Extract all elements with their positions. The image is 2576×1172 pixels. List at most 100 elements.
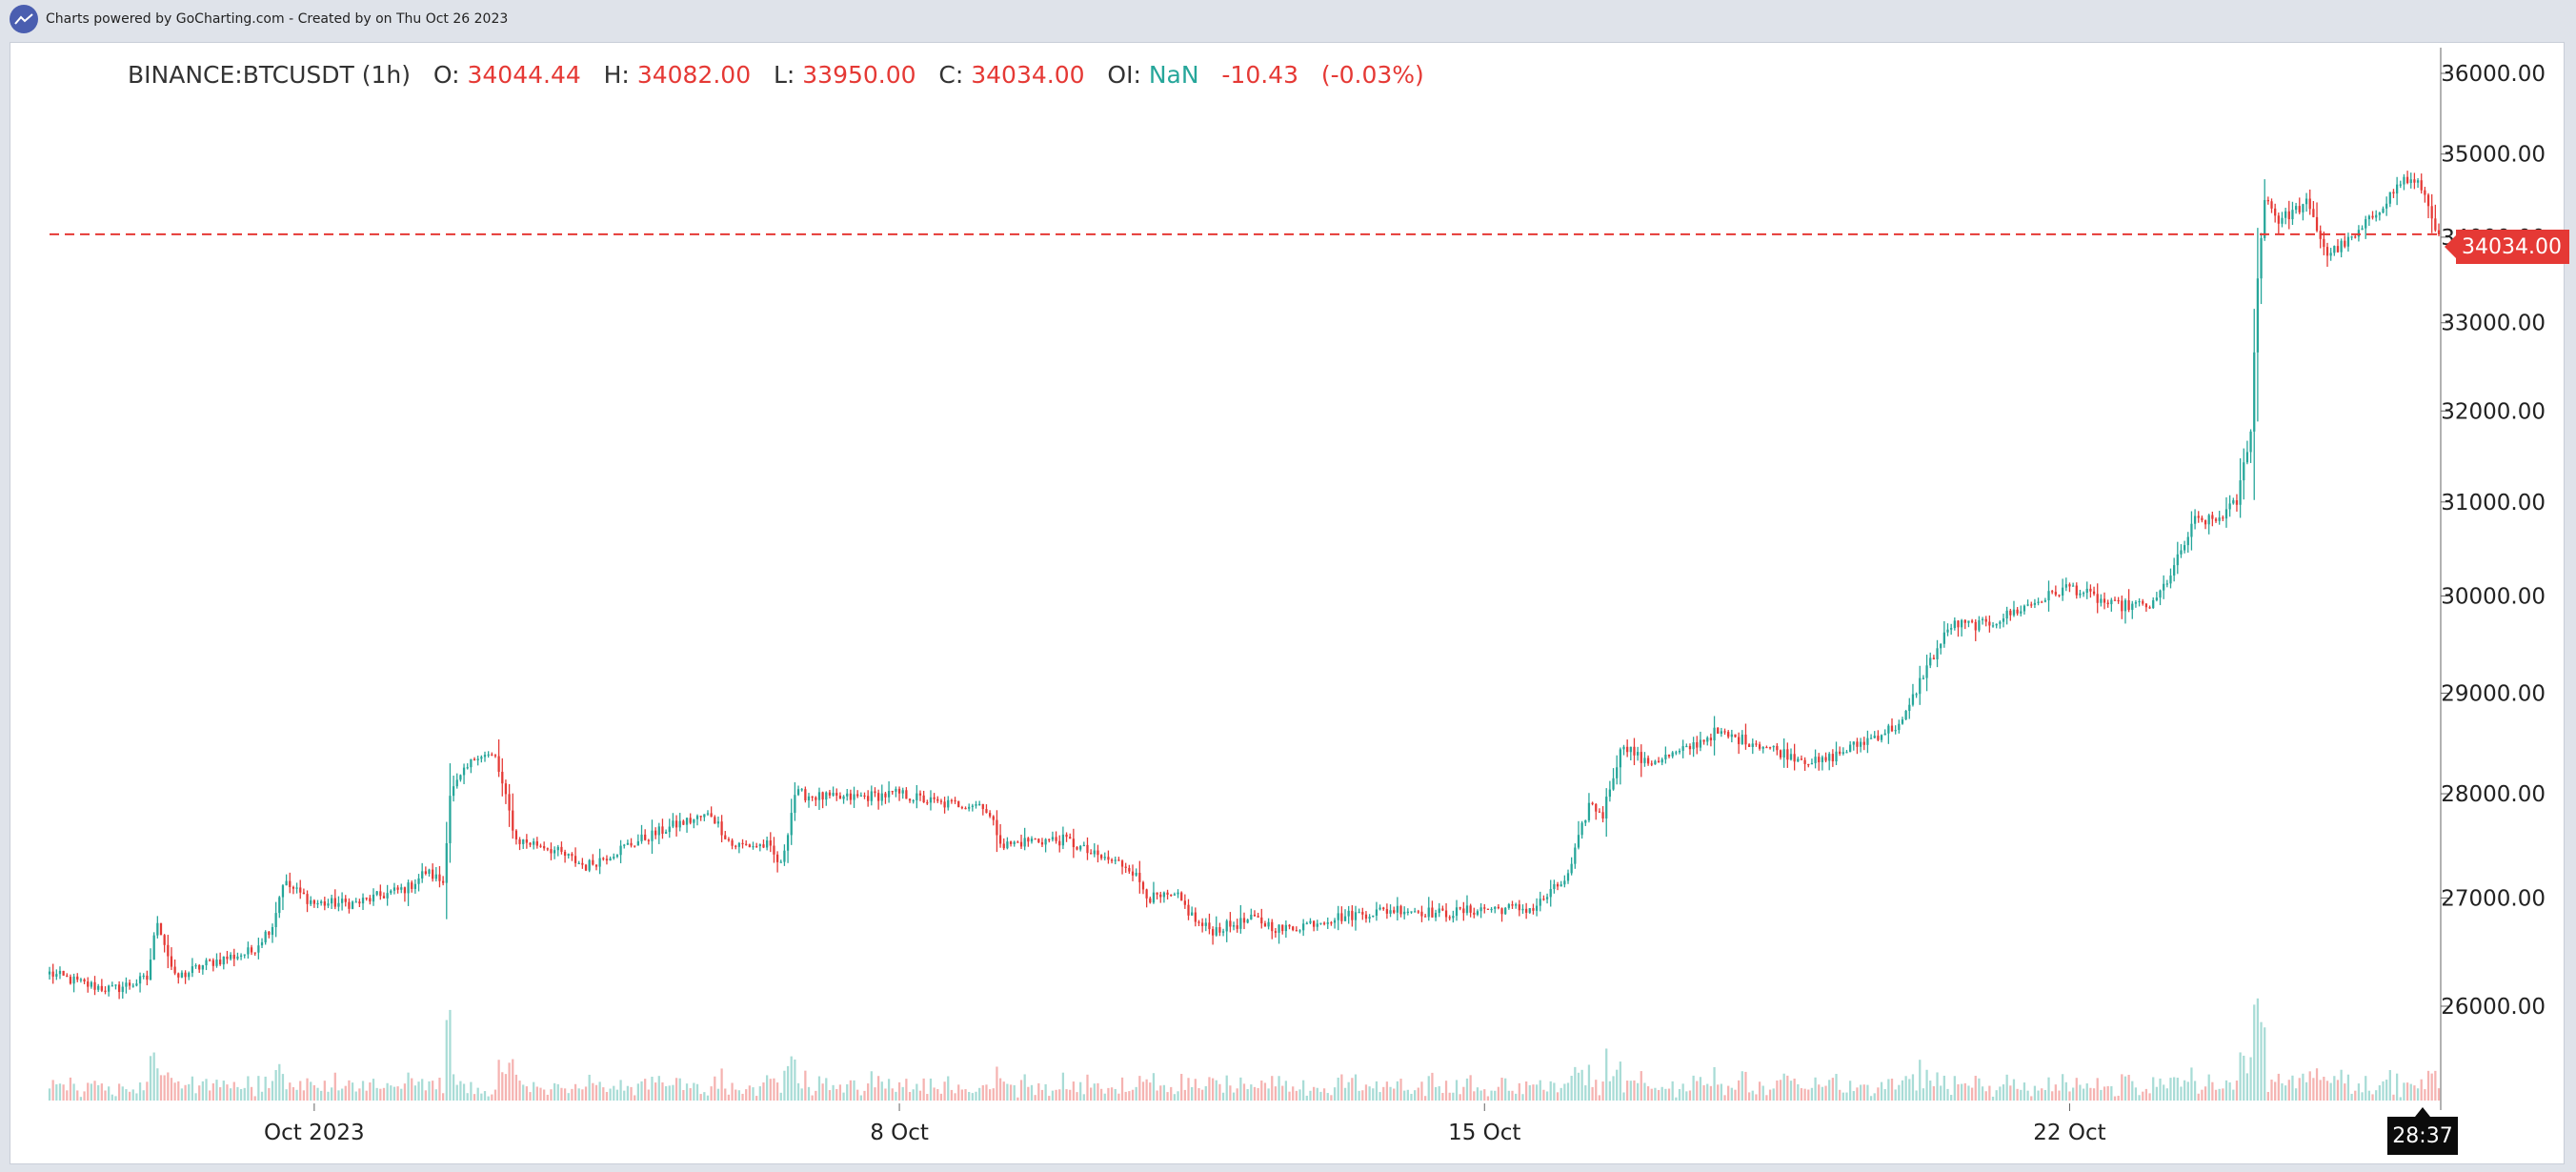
volume-bar [2420,1079,2423,1101]
candle-body [1250,914,1253,920]
candle-body [615,855,619,858]
volume-bar [2239,1052,2242,1101]
volume-bar [1946,1088,1949,1101]
volume-bar [786,1065,790,1101]
candle-body [769,840,772,846]
volume-bar [998,1078,1002,1101]
y-tick-label: 26000.00 [2441,995,2546,1020]
volume-bar [609,1088,612,1101]
candle-body [556,846,559,851]
candle-body [2142,600,2144,604]
volume-bar [250,1086,253,1101]
volume-bar [1619,1061,1621,1101]
volume-bar [1250,1084,1253,1101]
candle-body [1191,912,1194,916]
candle-body [594,864,598,867]
candle-body [1065,834,1068,838]
volume-bar [1574,1066,1577,1101]
volume-bar [2395,1073,2399,1101]
candle-body [706,813,710,815]
volume-bar [1765,1095,1768,1101]
candle-body [274,913,277,927]
volume-bar [2121,1074,2123,1101]
candle-body [459,775,462,780]
volume-bar [1107,1087,1110,1101]
candle-body [264,931,267,942]
volume-bar [644,1079,647,1101]
candle-body [323,901,326,906]
candle-body [1675,752,1678,754]
volume-bar [856,1089,859,1101]
candle-body [1500,908,1503,915]
candle-body [1521,908,1524,911]
volume-bar [1738,1080,1741,1101]
candle-body [2239,480,2242,505]
candle-body [1302,923,1305,931]
candle-body [1699,739,1702,748]
candle-body [434,874,437,879]
legend-close-value: 34034.00 [971,61,1085,89]
candle-body [1263,923,1267,927]
volume-bar [960,1089,963,1101]
candle-body [1839,751,1841,754]
candle-body [1027,838,1030,842]
candle-body [1149,898,1152,903]
candle-body [1911,694,1915,705]
volume-bar [2207,1074,2210,1101]
candle-body [815,797,817,800]
volume-bar [1229,1085,1232,1101]
volume-bar [2346,1074,2350,1101]
candle-body [804,789,807,801]
candle-body [1204,922,1207,926]
volume-bar [880,1081,883,1101]
candle-body [1069,837,1072,839]
candle-body [1438,908,1440,914]
volume-bar [2424,1089,2426,1101]
volume-bar [66,1090,69,1101]
volume-bar [413,1085,417,1101]
volume-bar [125,1089,128,1101]
candle-body [1650,763,1653,765]
candle-body [483,755,487,758]
volume-bar [1643,1082,1646,1101]
volume-bar [1406,1089,1409,1101]
candle-body [1358,912,1360,914]
candle-body [2232,500,2235,504]
x-tick-label: 8 Oct [870,1121,929,1145]
candle-body [1950,628,1953,630]
candle-body [386,893,389,899]
trend-line-icon[interactable] [10,5,38,33]
volume-bar [1650,1088,1653,1101]
candle-body [2002,618,2005,622]
volume-bar [1486,1096,1490,1101]
candle-body [1448,917,1451,919]
volume-bar [2023,1082,2026,1101]
candle-body [1462,908,1465,914]
candle-body [1758,744,1761,749]
candle-body [1883,733,1886,736]
candle-body [2201,517,2204,521]
legend-high-label: H: [603,61,630,89]
candle-body [1709,738,1713,740]
volume-bar [2235,1081,2239,1101]
candle-body [1511,904,1514,906]
candle-body [2041,601,2043,603]
candle-body [2176,554,2179,566]
candle-body [1117,859,1120,861]
volume-bar [1410,1093,1413,1101]
volume-bar [1427,1076,1430,1101]
candle-body [933,797,936,799]
volume-bar [1361,1090,1364,1101]
volume-bar [936,1088,939,1101]
candle-body [2375,214,2378,218]
volume-bar [1260,1080,1263,1101]
candle-body [2346,236,2350,247]
volume-bar [1800,1088,1803,1101]
candle-body [1831,754,1834,762]
volume-bar [762,1082,765,1101]
volume-bar [1448,1092,1451,1101]
candle-body [1852,741,1855,745]
volume-bar [1197,1088,1200,1101]
volume-bar [1591,1086,1594,1101]
